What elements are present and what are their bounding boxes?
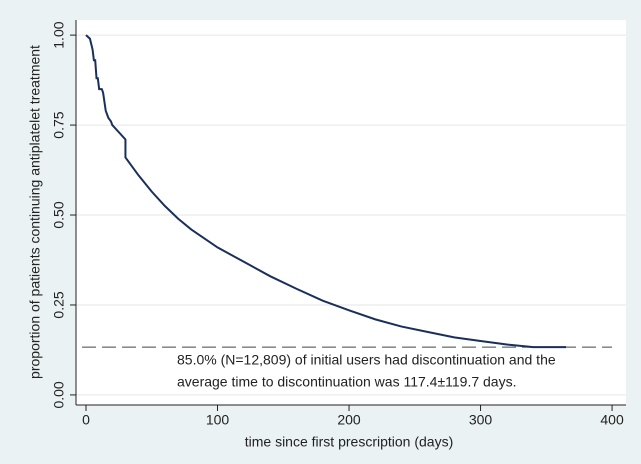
survival-curve <box>85 34 567 349</box>
annotation: average time to discontinuation was 117.… <box>177 374 517 390</box>
x-tick-label: 0 <box>82 412 90 428</box>
y-tick-label: 1.00 <box>51 21 67 48</box>
x-tick-label: 400 <box>600 412 624 428</box>
y-tick-label: 0.25 <box>51 291 67 318</box>
x-tick-label: 300 <box>469 412 493 428</box>
x-tick-label: 100 <box>206 412 230 428</box>
annotation: 85.0% (N=12,809) of initial users had di… <box>177 352 556 368</box>
y-tick-label: 0.75 <box>51 111 67 138</box>
y-tick-label: 0.50 <box>51 201 67 228</box>
y-tick-label: 0.00 <box>51 381 67 408</box>
y-axis-label: proportion of patients continuing antipl… <box>27 45 43 379</box>
x-axis-label: time since first prescription (days) <box>245 434 454 450</box>
plot-area <box>76 20 626 405</box>
x-tick-label: 200 <box>337 412 361 428</box>
